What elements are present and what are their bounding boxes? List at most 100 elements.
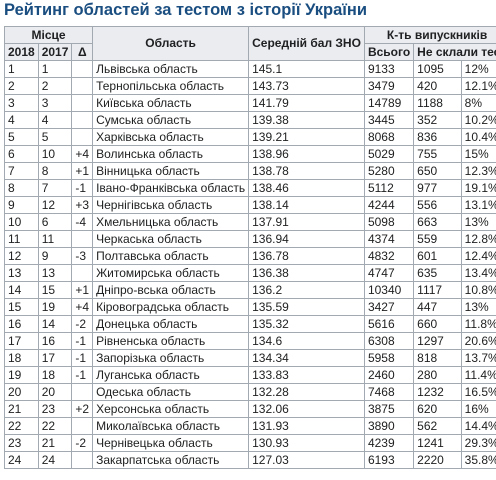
cell-place-2018: 13 — [4, 264, 39, 282]
table-row: 18 17 -1 Запорізька область 134.34 5958 818 13.… — [4, 349, 496, 367]
header-2017: 2017 — [37, 43, 73, 61]
header-total: Всього — [363, 43, 415, 61]
cell-delta: -1 — [71, 179, 94, 197]
cell-failed: 1297 — [413, 332, 462, 350]
cell-place-2017: 19 — [37, 298, 73, 316]
cell-delta: +1 — [71, 281, 94, 299]
cell-place-2018: 5 — [4, 128, 39, 146]
table-row: 10 6 -4 Хмельницька область 137.91 5098 663 13% — [4, 213, 496, 231]
cell-place-2018: 24 — [4, 451, 39, 469]
cell-delta: -1 — [71, 366, 94, 384]
cell-place-2018: 20 — [4, 383, 39, 401]
cell-region: Житомирська область — [92, 264, 250, 282]
cell-total: 5029 — [363, 145, 415, 163]
cell-region: Черкаська область — [92, 230, 250, 248]
cell-failed-percent: 16% — [460, 400, 496, 418]
cell-failed: 1188 — [413, 94, 462, 112]
cell-failed-percent: 13% — [460, 298, 496, 316]
cell-place-2017: 16 — [37, 332, 73, 350]
table-row: 7 8 +1 Вінницька область 138.78 5280 650 12.3% — [4, 162, 496, 180]
cell-failed-percent: 12.3% — [460, 162, 496, 180]
cell-failed-percent: 19.1% — [460, 179, 496, 197]
cell-place-2018: 18 — [4, 349, 39, 367]
cell-region: Одеська область — [92, 383, 250, 401]
cell-region: Закарпатська область — [92, 451, 250, 469]
table-row: 11 11 Черкаська область 136.94 4374 559 12.8% — [4, 230, 496, 248]
cell-region: Чернівецька область — [92, 434, 250, 452]
table-row: 22 22 Миколаївська область 131.93 3890 562 14.… — [4, 417, 496, 435]
cell-region: Луганська область — [92, 366, 250, 384]
header-2018: 2018 — [4, 43, 39, 61]
cell-failed: 1117 — [413, 281, 462, 299]
cell-place-2018: 8 — [4, 179, 39, 197]
cell-failed: 556 — [413, 196, 462, 214]
cell-total: 5616 — [363, 315, 415, 333]
cell-failed: 977 — [413, 179, 462, 197]
cell-delta — [71, 60, 94, 78]
cell-region: Київська область — [92, 94, 250, 112]
cell-delta — [71, 417, 94, 435]
cell-score: 137.91 — [248, 213, 365, 231]
cell-region: Херсонська область — [92, 400, 250, 418]
table-row: 23 21 -2 Чернівецька область 130.93 4239 1241 2… — [4, 434, 496, 452]
cell-delta: +1 — [71, 162, 94, 180]
cell-region: Чернігівська область — [92, 196, 250, 214]
cell-score: 133.83 — [248, 366, 365, 384]
cell-place-2017: 12 — [37, 196, 73, 214]
cell-place-2017: 3 — [37, 94, 73, 112]
cell-place-2017: 14 — [37, 315, 73, 333]
cell-failed-percent: 10.4% — [460, 128, 496, 146]
cell-score: 138.78 — [248, 162, 365, 180]
cell-place-2017: 8 — [37, 162, 73, 180]
cell-delta — [71, 77, 94, 95]
cell-total: 5098 — [363, 213, 415, 231]
cell-total: 14789 — [363, 94, 415, 112]
header-place: Місце — [3, 26, 94, 44]
cell-place-2017: 10 — [37, 145, 73, 163]
cell-place-2018: 6 — [4, 145, 39, 163]
cell-failed-percent: 10.8% — [460, 281, 496, 299]
table-row: 14 15 +1 Дніпро-вська область 136.2 10340 1117… — [4, 281, 496, 299]
cell-place-2017: 17 — [37, 349, 73, 367]
cell-region: Волинська область — [92, 145, 250, 163]
cell-total: 3479 — [363, 77, 415, 95]
page-title: Рейтинг областей за тестом з історії Укр… — [4, 1, 367, 19]
cell-place-2018: 16 — [4, 315, 39, 333]
cell-place-2017: 1 — [37, 60, 73, 78]
header-region: Область — [92, 26, 250, 61]
cell-failed-percent: 12.4% — [460, 247, 496, 265]
table-row: 13 13 Житомирська область 136.38 4747 635 13.4… — [4, 264, 496, 282]
table-row: 1 1 Львівська область 145.1 9133 1095 12% — [4, 60, 496, 78]
cell-failed: 447 — [413, 298, 462, 316]
cell-region: Івано-Франківська область — [92, 179, 250, 197]
cell-place-2017: 11 — [37, 230, 73, 248]
cell-total: 5958 — [363, 349, 415, 367]
cell-place-2018: 7 — [4, 162, 39, 180]
cell-score: 135.59 — [248, 298, 365, 316]
cell-failed: 1241 — [413, 434, 462, 452]
cell-total: 3875 — [363, 400, 415, 418]
header-delta: Δ — [71, 43, 94, 61]
header-failed: Не склали тест — [413, 43, 496, 61]
cell-region: Дніпро-вська область — [92, 281, 250, 299]
cell-total: 3445 — [363, 111, 415, 129]
cell-region: Харківська область — [92, 128, 250, 146]
cell-failed-percent: 13.1% — [460, 196, 496, 214]
cell-score: 136.78 — [248, 247, 365, 265]
cell-place-2017: 7 — [37, 179, 73, 197]
cell-failed: 601 — [413, 247, 462, 265]
cell-delta — [71, 94, 94, 112]
cell-delta — [71, 128, 94, 146]
cell-failed-percent: 13.4% — [460, 264, 496, 282]
cell-region: Полтавська область — [92, 247, 250, 265]
cell-failed-percent: 13.7% — [460, 349, 496, 367]
cell-failed: 836 — [413, 128, 462, 146]
cell-place-2018: 15 — [4, 298, 39, 316]
cell-score: 136.94 — [248, 230, 365, 248]
cell-failed: 352 — [413, 111, 462, 129]
cell-place-2018: 1 — [4, 60, 39, 78]
cell-place-2017: 15 — [37, 281, 73, 299]
cell-region: Вінницька область — [92, 162, 250, 180]
cell-place-2017: 22 — [37, 417, 73, 435]
table-row: 4 4 Сумська область 139.38 3445 352 10.2% — [4, 111, 496, 129]
